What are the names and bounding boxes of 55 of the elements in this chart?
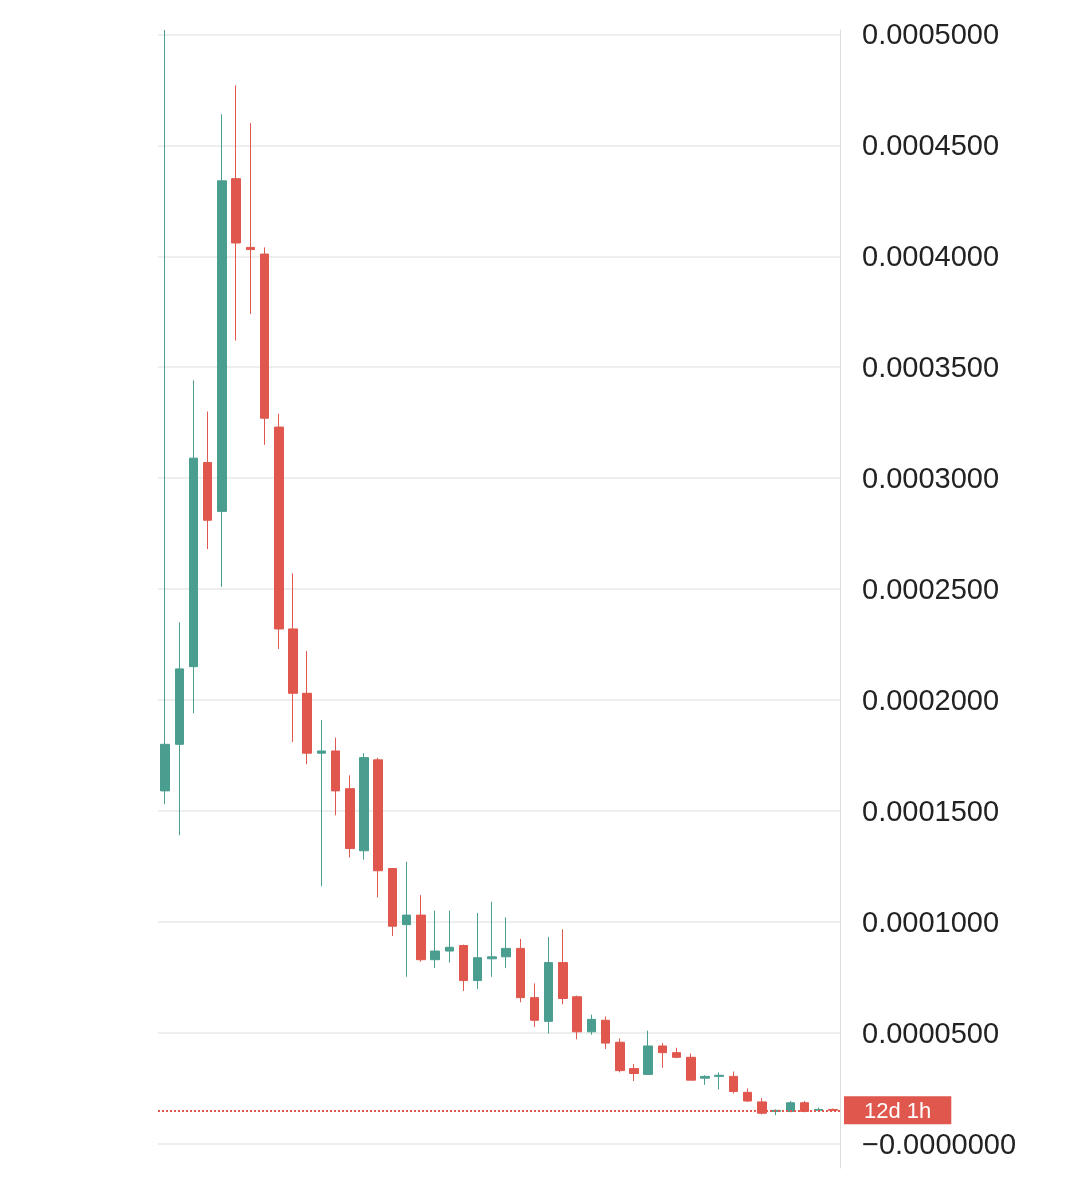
ref-line-label: 12d 1h — [864, 1097, 932, 1123]
candlestick — [530, 982, 539, 1028]
candlestick — [786, 1100, 795, 1113]
candlestick — [672, 1047, 681, 1059]
y-tick-label: 0.0004000 — [862, 240, 1000, 273]
candlestick — [729, 1071, 738, 1094]
candlestick — [686, 1053, 696, 1081]
candlestick — [430, 910, 440, 969]
y-tick-label: 0.0005000 — [862, 18, 1000, 51]
candlestick — [402, 861, 411, 978]
candlestick — [359, 752, 369, 861]
y-tick-label: 0.0003000 — [862, 462, 1000, 495]
candlestick — [714, 1071, 724, 1090]
candlestick — [175, 621, 184, 836]
candlestick — [388, 868, 397, 937]
candlestick — [487, 901, 497, 978]
y-tick-label: 0.0000500 — [862, 1016, 1000, 1049]
candlestick — [544, 936, 553, 1035]
candlestick — [189, 380, 198, 714]
y-tick-label: 0.0001500 — [862, 794, 1000, 827]
candlestick — [459, 944, 468, 992]
candlestick — [217, 113, 227, 588]
candlestick — [246, 122, 255, 315]
candlestick — [572, 995, 582, 1040]
candlestick — [601, 1015, 610, 1050]
candlestick — [231, 84, 241, 342]
candlestick — [501, 916, 511, 969]
candlestick — [302, 650, 312, 765]
candlestick — [160, 29, 170, 805]
candlestick — [445, 910, 454, 964]
candlestick — [345, 774, 355, 858]
y-tick-label: −0.0000000 — [862, 1127, 1017, 1160]
candlestick — [516, 938, 525, 1003]
candlestick — [643, 1030, 653, 1075]
y-tick-label: 0.0004500 — [862, 129, 1000, 162]
candlestick — [203, 411, 212, 550]
candlestick — [587, 1014, 596, 1036]
candlestick — [416, 894, 426, 963]
y-tick-label: 0.0002000 — [862, 683, 1000, 716]
y-tick-label: 0.0002500 — [862, 573, 1000, 606]
candlestick — [260, 246, 269, 446]
candlestick — [288, 572, 298, 743]
y-tick-label: 0.0003500 — [862, 351, 1000, 384]
candlestick — [373, 757, 383, 898]
y-tick-label: 0.0001000 — [862, 905, 1000, 938]
candlestick — [615, 1037, 625, 1073]
candlestick — [629, 1063, 639, 1082]
candlestick — [743, 1088, 752, 1103]
candlestick — [700, 1074, 710, 1086]
candlestick — [658, 1042, 667, 1069]
candlestick — [558, 928, 568, 1005]
candlestick — [274, 413, 284, 650]
candlestick — [331, 737, 340, 816]
candlestick — [317, 719, 326, 887]
candlestick — [473, 912, 482, 990]
